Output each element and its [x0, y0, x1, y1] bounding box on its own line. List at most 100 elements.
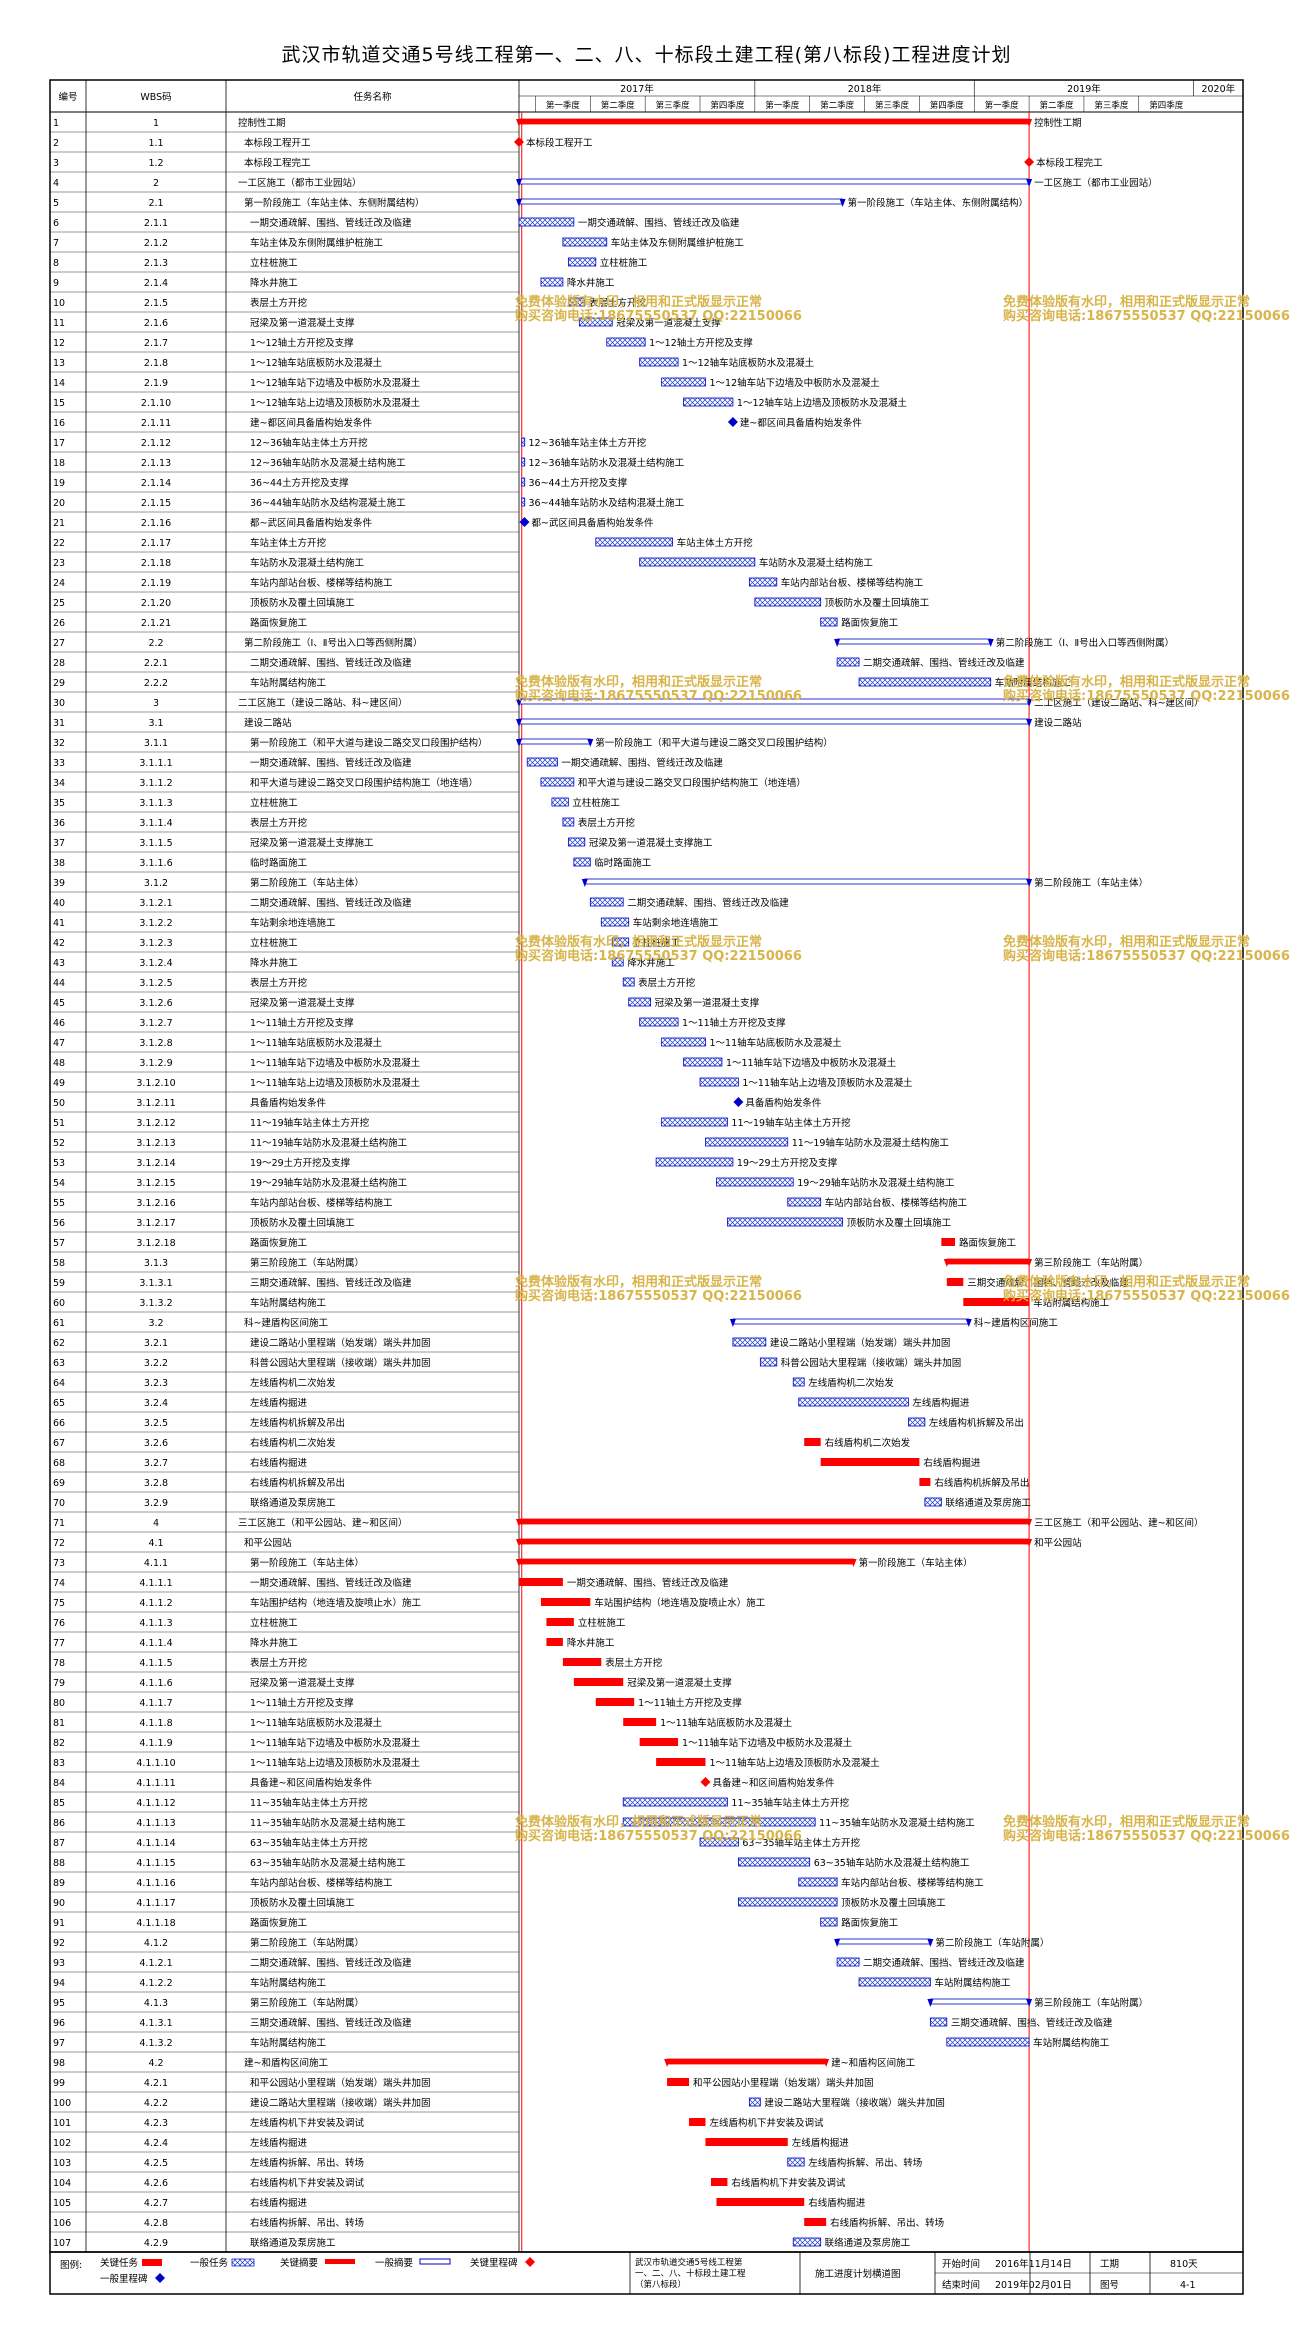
row-number: 102: [53, 2138, 71, 2149]
row-wbs: 4: [153, 1518, 159, 1529]
row-wbs: 4.1.1.3: [139, 1618, 172, 1629]
summary-bar: [836, 638, 992, 645]
row-wbs: 3.1.1.5: [139, 838, 172, 849]
row-task-name: 二期交通疏解、围挡、管线迁改及临建: [250, 897, 412, 909]
row-number: 46: [53, 1018, 65, 1029]
task-bar-general: [622, 977, 635, 987]
bar-label: 科~建盾构区间施工: [974, 1317, 1058, 1329]
row-number: 65: [53, 1398, 65, 1409]
watermark-line2: 购买咨询电话:18675550537 QQ:22150066: [1003, 948, 1290, 964]
row-wbs: 4.2.6: [144, 2178, 168, 2189]
task-bar-general: [908, 1417, 926, 1427]
row-wbs: 2.1: [148, 198, 163, 209]
row-number: 41: [53, 918, 65, 929]
quarter-label: 第一季度: [985, 100, 1020, 111]
row-wbs: 2.1.8: [144, 358, 168, 369]
task-bar-critical: [963, 1298, 1030, 1306]
row-number: 70: [53, 1498, 65, 1509]
task-bar-critical: [546, 1638, 563, 1646]
row-task-name: 右线盾构机下井安装及调试: [250, 2177, 365, 2189]
row-task-name: 表层土方开挖: [250, 977, 308, 989]
summary-bar: [518, 1538, 1030, 1545]
bar-label: 车站内部站台板、楼梯等结构施工: [841, 1877, 984, 1889]
quarter-label: 第三季度: [656, 100, 691, 111]
task-bar-critical: [573, 1678, 624, 1686]
watermark-line1: 免费体验版有水印，相用和正式版显示正常: [1003, 1274, 1250, 1290]
header-wbs: WBS码: [140, 92, 171, 103]
row-wbs: 2.2.2: [144, 678, 168, 689]
row-task-name: 本标段工程完工: [244, 157, 311, 169]
row-task-name: 36~44轴车站防水及结构混凝土施工: [250, 497, 406, 509]
task-bar-general: [540, 777, 575, 787]
row-task-name: 1～11轴车站上边墙及顶板防水及混凝土: [250, 1077, 421, 1089]
row-task-name: 第一阶段施工（车站主体）: [250, 1557, 364, 1569]
row-number: 40: [53, 898, 65, 909]
summary-bar: [946, 1258, 1030, 1265]
row-task-name: 63~35轴车站主体土方开挖: [250, 1837, 368, 1849]
row-number: 73: [53, 1558, 65, 1569]
row-wbs: 2.1.20: [141, 598, 171, 609]
bar-label: 立柱桩施工: [633, 937, 681, 949]
bar-label: 科普公园站大里程端（接收端）端头井加固: [781, 1357, 962, 1369]
row-number: 50: [53, 1098, 65, 1109]
row-wbs: 1: [153, 118, 159, 129]
row-task-name: 三期交通疏解、围挡、管线迁改及临建: [250, 1277, 412, 1289]
row-wbs: 2.1.13: [141, 458, 171, 469]
summary-cap-start: [516, 179, 522, 187]
bar-label: 车站剩余地连墙施工: [633, 917, 719, 929]
legend-item-general-summary: 一般摘要: [375, 2257, 413, 2269]
row-number: 22: [53, 538, 65, 549]
summary-cap-start: [516, 1539, 522, 1547]
row-number: 103: [53, 2158, 71, 2169]
row-wbs: 3.2.9: [144, 1498, 168, 1509]
legend-item-general: 一般任务: [190, 2257, 229, 2269]
row-number: 11: [53, 318, 65, 329]
task-bar-general: [787, 1197, 822, 1207]
bar-label: 一工区施工（都市工业园站）: [1034, 177, 1158, 189]
watermark-line2: 购买咨询电话:18675550537 QQ:22150066: [515, 308, 802, 324]
bar-label: 1～12轴土方开挖及支撑: [649, 337, 753, 349]
bar-label: 1～11轴车站底板防水及混凝土: [660, 1717, 793, 1729]
row-wbs: 3.2.2: [144, 1358, 168, 1369]
row-wbs: 2.1.6: [144, 318, 168, 329]
row-task-name: 立柱桩施工: [250, 257, 298, 269]
bar-label: 具备盾构始发条件: [745, 1097, 822, 1109]
row-task-name: 和平公园站小里程端（始发端）端头井加固: [250, 2077, 431, 2089]
task-bar-general: [737, 1857, 811, 1867]
row-task-name: 立柱桩施工: [250, 1617, 298, 1629]
row-wbs: 4.1.1.4: [139, 1638, 172, 1649]
watermark-line2: 购买咨询电话:18675550537 QQ:22150066: [515, 688, 802, 704]
bar-label: 19～29土方开挖及支撑: [737, 1157, 838, 1169]
row-number: 21: [53, 518, 65, 529]
task-bar-critical: [623, 1718, 657, 1726]
row-number: 106: [53, 2218, 71, 2229]
task-bar-critical: [705, 2138, 788, 2146]
bar-label: 1～12轴车站上边墙及顶板防水及混凝土: [737, 397, 908, 409]
bar-label: 11～19轴车站主体土方开挖: [731, 1117, 851, 1129]
row-task-name: 建设二路站大里程端（接收端）端头井加固: [250, 2097, 431, 2109]
task-bar-general: [798, 1877, 838, 1887]
legend-swatch-general-milestone: [155, 2273, 165, 2283]
task-bar-general: [595, 537, 673, 547]
row-task-name: 车站防水及混凝土结构施工: [250, 557, 365, 569]
legend-item-general-milestone: 一般里程碑: [100, 2273, 148, 2285]
bar-label: 第一阶段施工（车站主体、东侧附属结构）: [848, 197, 1029, 209]
row-number: 61: [53, 1318, 65, 1329]
row-wbs: 3.1.2.13: [136, 1138, 175, 1149]
summary-bar: [518, 178, 1030, 185]
row-task-name: 1～11轴车站底板防水及混凝土: [250, 1717, 383, 1729]
milestone-marker: [1024, 157, 1035, 167]
row-task-name: 左线盾构机下井安装及调试: [250, 2117, 365, 2129]
footer-project-line2: 一、二、八、十标段土建工程: [635, 2268, 746, 2279]
footer-figure-label: 图号: [1100, 2280, 1119, 2291]
task-bar-general: [622, 1817, 816, 1827]
header-no: 编号: [58, 91, 77, 103]
bar-label: 1～12轴车站底板防水及混凝土: [682, 357, 815, 369]
row-wbs: 3.1.1.4: [139, 818, 172, 829]
row-wbs: 3.1.2.16: [136, 1198, 175, 1209]
task-bar-general: [820, 1917, 838, 1927]
row-task-name: 第三阶段施工（车站附属）: [250, 1997, 364, 2009]
task-bar-general: [836, 1957, 860, 1967]
row-number: 57: [53, 1238, 65, 1249]
row-number: 38: [53, 858, 65, 869]
